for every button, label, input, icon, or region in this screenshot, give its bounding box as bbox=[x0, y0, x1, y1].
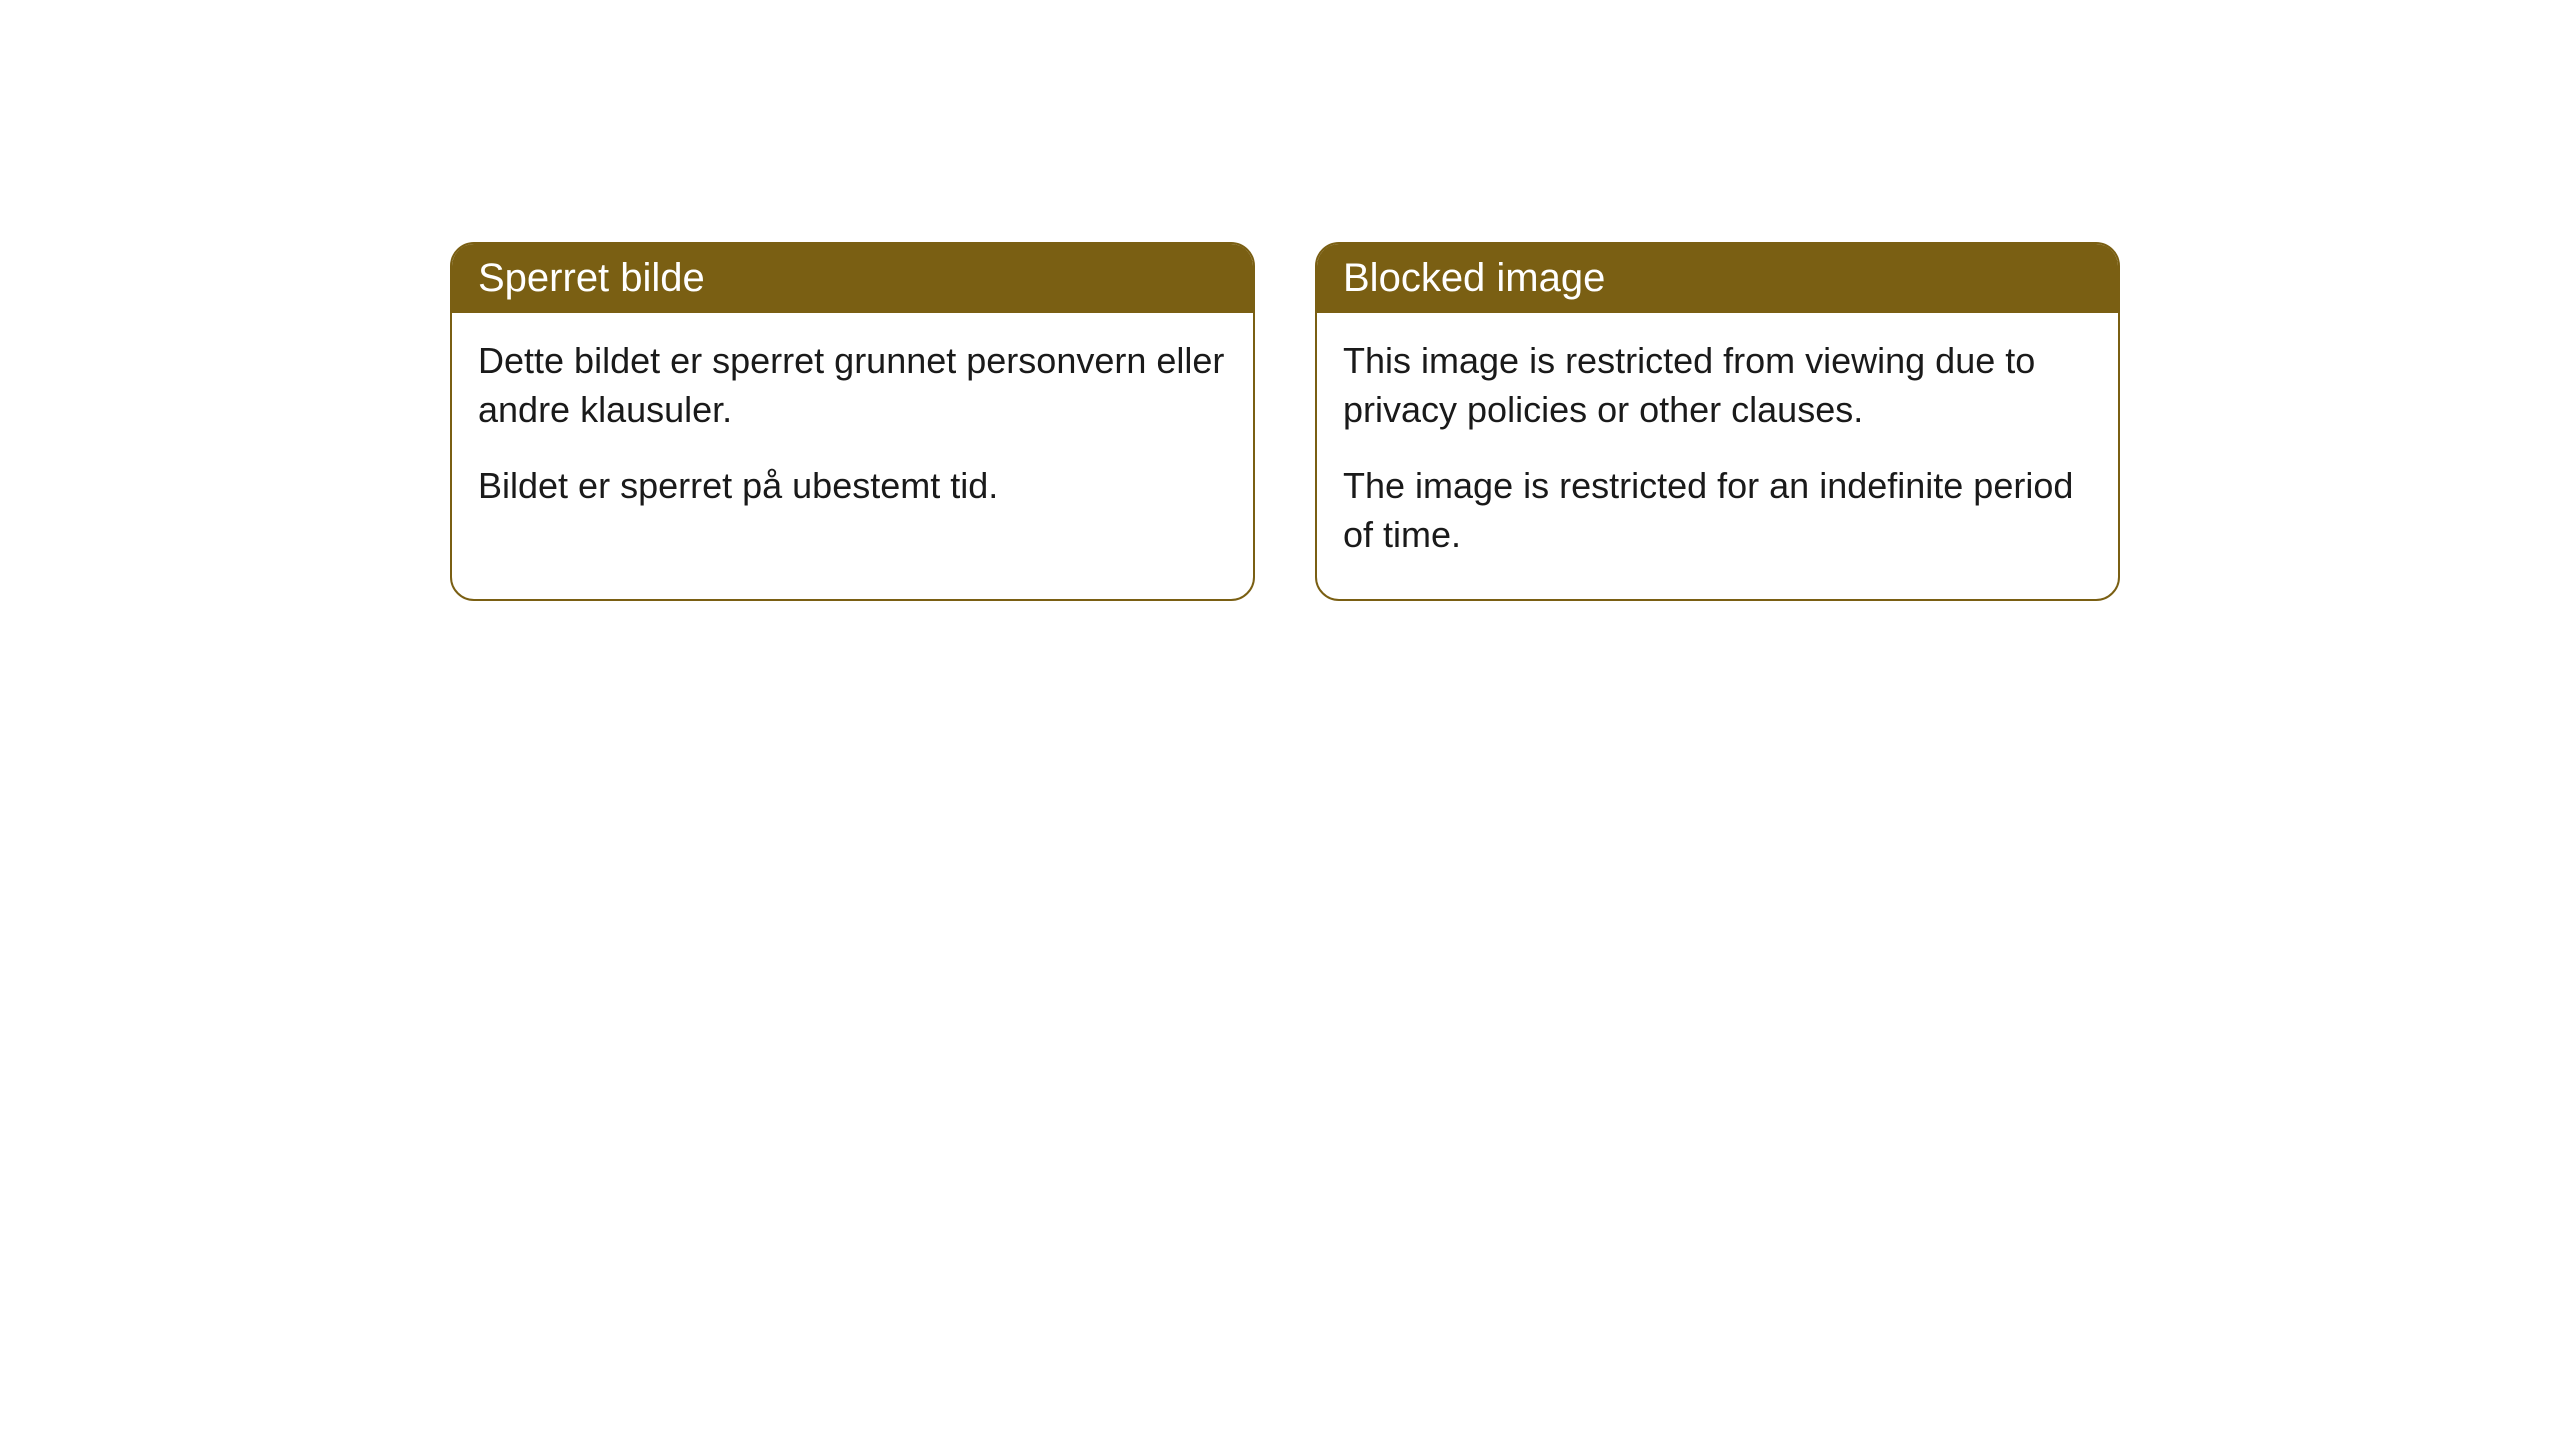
notice-card-norwegian: Sperret bilde Dette bildet er sperret gr… bbox=[450, 242, 1255, 601]
card-header: Blocked image bbox=[1317, 244, 2118, 313]
notice-card-english: Blocked image This image is restricted f… bbox=[1315, 242, 2120, 601]
card-title: Sperret bilde bbox=[478, 256, 705, 300]
card-body: Dette bildet er sperret grunnet personve… bbox=[452, 313, 1253, 551]
card-header: Sperret bilde bbox=[452, 244, 1253, 313]
card-paragraph: This image is restricted from viewing du… bbox=[1343, 337, 2092, 434]
card-title: Blocked image bbox=[1343, 256, 1605, 300]
card-paragraph: Bildet er sperret på ubestemt tid. bbox=[478, 462, 1227, 511]
notice-container: Sperret bilde Dette bildet er sperret gr… bbox=[450, 242, 2120, 601]
card-paragraph: Dette bildet er sperret grunnet personve… bbox=[478, 337, 1227, 434]
card-body: This image is restricted from viewing du… bbox=[1317, 313, 2118, 599]
card-paragraph: The image is restricted for an indefinit… bbox=[1343, 462, 2092, 559]
